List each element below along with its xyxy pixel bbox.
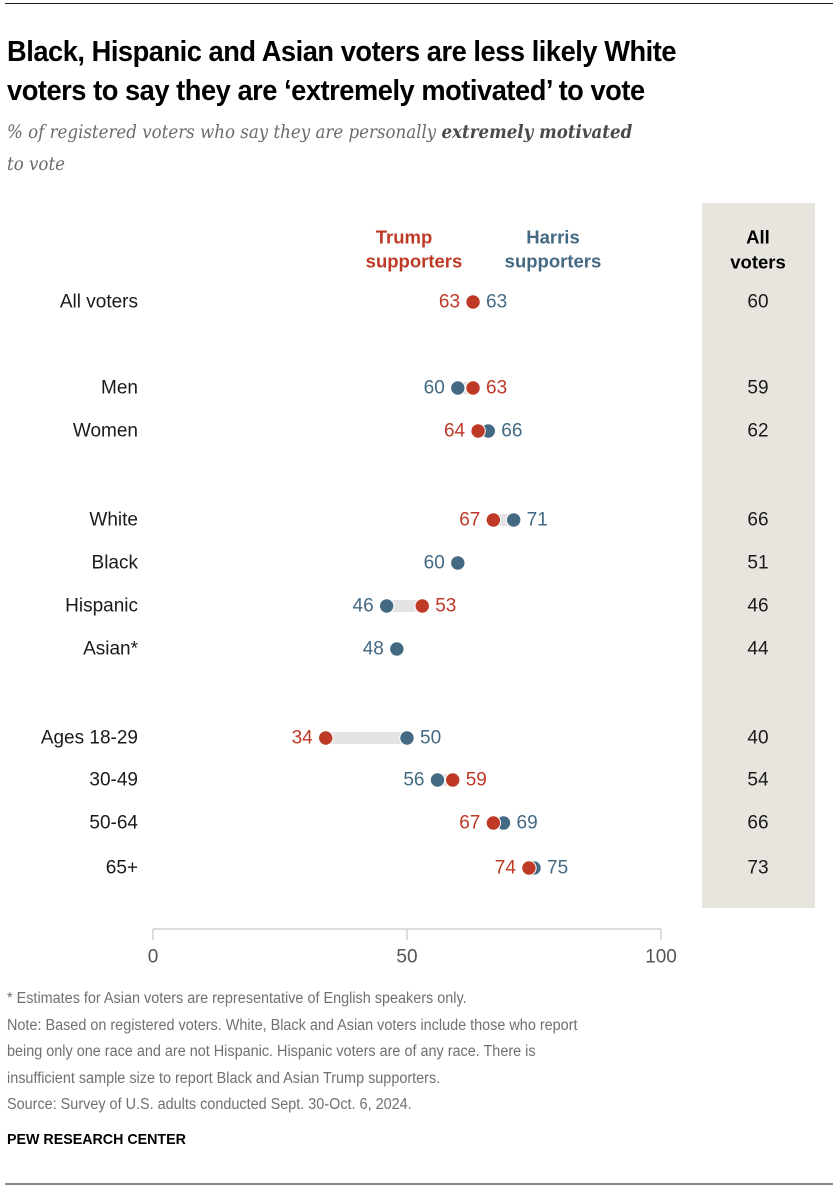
connector-bar <box>325 732 407 744</box>
legend-harris-line1: Harris <box>526 227 579 248</box>
trump-dot <box>521 860 537 876</box>
harris-value-label: 69 <box>517 813 538 834</box>
harris-value-label: 63 <box>486 292 507 313</box>
row-label: Men <box>101 378 138 399</box>
all-voters-value: 66 <box>747 510 768 531</box>
top-rule <box>5 3 833 4</box>
trump-value-label: 67 <box>459 813 480 834</box>
harris-value-label: 66 <box>501 421 522 442</box>
all-voters-header-line1: All <box>746 227 770 248</box>
bottom-rule <box>5 1183 833 1185</box>
trump-dot <box>465 380 481 396</box>
dot-plot-chart: All voters Trump supporters Harris supporters… <box>41 203 815 968</box>
all-voters-header-line2: voters <box>730 252 786 273</box>
trump-dot <box>485 512 502 528</box>
harris-dot <box>505 512 522 528</box>
trump-dot <box>470 423 486 439</box>
trump-value-label: 53 <box>435 596 456 617</box>
row-label: 30-49 <box>89 770 138 791</box>
title-line-1: Black, Hispanic and Asian voters are les… <box>7 36 677 68</box>
trump-value-label: 67 <box>459 510 480 531</box>
trump-value-label: 74 <box>495 858 517 879</box>
harris-value-label: 71 <box>527 510 548 531</box>
row-label: 50-64 <box>89 813 138 834</box>
all-voters-value: 44 <box>747 639 769 660</box>
title-line-2: voters to say they are ‘extremely motiva… <box>7 75 645 107</box>
row-label: All voters <box>60 292 138 313</box>
harris-value-label: 50 <box>420 728 441 749</box>
harris-dot <box>378 598 395 614</box>
harris-dot <box>399 730 415 746</box>
note-line-3: insufficient sample size to report Black… <box>7 1069 441 1087</box>
legend-harris-line2: supporters <box>505 251 602 272</box>
trump-value-label: 64 <box>444 421 466 442</box>
source-note: Source: Survey of U.S. adults conducted … <box>7 1096 412 1113</box>
subtitle-text-end: to vote <box>7 154 65 175</box>
trump-dot <box>414 598 430 614</box>
x-tick-label: 100 <box>645 947 677 968</box>
note-line-2: being only one race and are not Hispanic… <box>7 1043 536 1060</box>
all-voters-value: 60 <box>747 292 768 313</box>
all-voters-value: 40 <box>747 728 768 749</box>
trump-value-label: 34 <box>292 728 314 749</box>
brand-logo-text: PEW RESEARCH CENTER <box>7 1131 186 1148</box>
chart-subtitle: % of registered voters who say they are … <box>7 117 754 181</box>
row-label: Black <box>92 553 139 574</box>
harris-value-label: 56 <box>403 770 424 791</box>
subtitle-emphasis: extremely motivated <box>441 122 633 143</box>
harris-value-label: 46 <box>353 596 374 617</box>
trump-dot <box>465 294 481 310</box>
harris-value-label: 60 <box>424 553 445 574</box>
row-label: Women <box>73 421 138 442</box>
chart-title: Black, Hispanic and Asian voters are les… <box>7 33 778 111</box>
asterisk-note: * Estimates for Asian voters are represe… <box>7 990 467 1007</box>
all-voters-value: 62 <box>747 421 768 442</box>
row-label: Asian* <box>83 639 139 660</box>
chart-notes: * Estimates for Asian voters are represe… <box>7 986 779 1119</box>
row-label: Hispanic <box>65 596 138 617</box>
all-voters-value: 73 <box>747 858 768 879</box>
all-voters-value: 51 <box>747 553 768 574</box>
trump-value-label: 59 <box>466 770 487 791</box>
legend-trump-line2: supporters <box>366 251 463 272</box>
x-tick-label: 0 <box>148 947 159 968</box>
legend-trump-line1: Trump <box>376 227 433 248</box>
row-label: White <box>89 510 138 531</box>
all-voters-value: 66 <box>747 813 768 834</box>
connector-bar <box>386 600 423 612</box>
note-line-1: Note: Based on registered voters. White,… <box>7 1016 578 1034</box>
harris-value-label: 75 <box>547 858 568 879</box>
row-label: 65+ <box>106 858 138 879</box>
subtitle-text: % of registered voters who say they are … <box>7 122 442 143</box>
harris-dot <box>429 772 446 788</box>
harris-dot <box>389 641 405 657</box>
all-voters-value: 54 <box>747 770 769 791</box>
all-voters-value: 59 <box>747 378 768 399</box>
all-voters-value: 46 <box>747 596 768 617</box>
trump-dot <box>485 815 502 831</box>
harris-value-label: 60 <box>424 378 445 399</box>
harris-dot <box>450 555 466 571</box>
x-tick-label: 50 <box>396 947 417 968</box>
trump-dot <box>318 730 334 746</box>
harris-dot <box>450 380 466 396</box>
trump-value-label: 63 <box>486 378 507 399</box>
trump-dot <box>445 772 461 788</box>
trump-value-label: 63 <box>439 292 460 313</box>
all-voters-panel <box>702 203 815 908</box>
harris-value-label: 48 <box>363 639 384 660</box>
row-label: Ages 18-29 <box>41 728 138 749</box>
